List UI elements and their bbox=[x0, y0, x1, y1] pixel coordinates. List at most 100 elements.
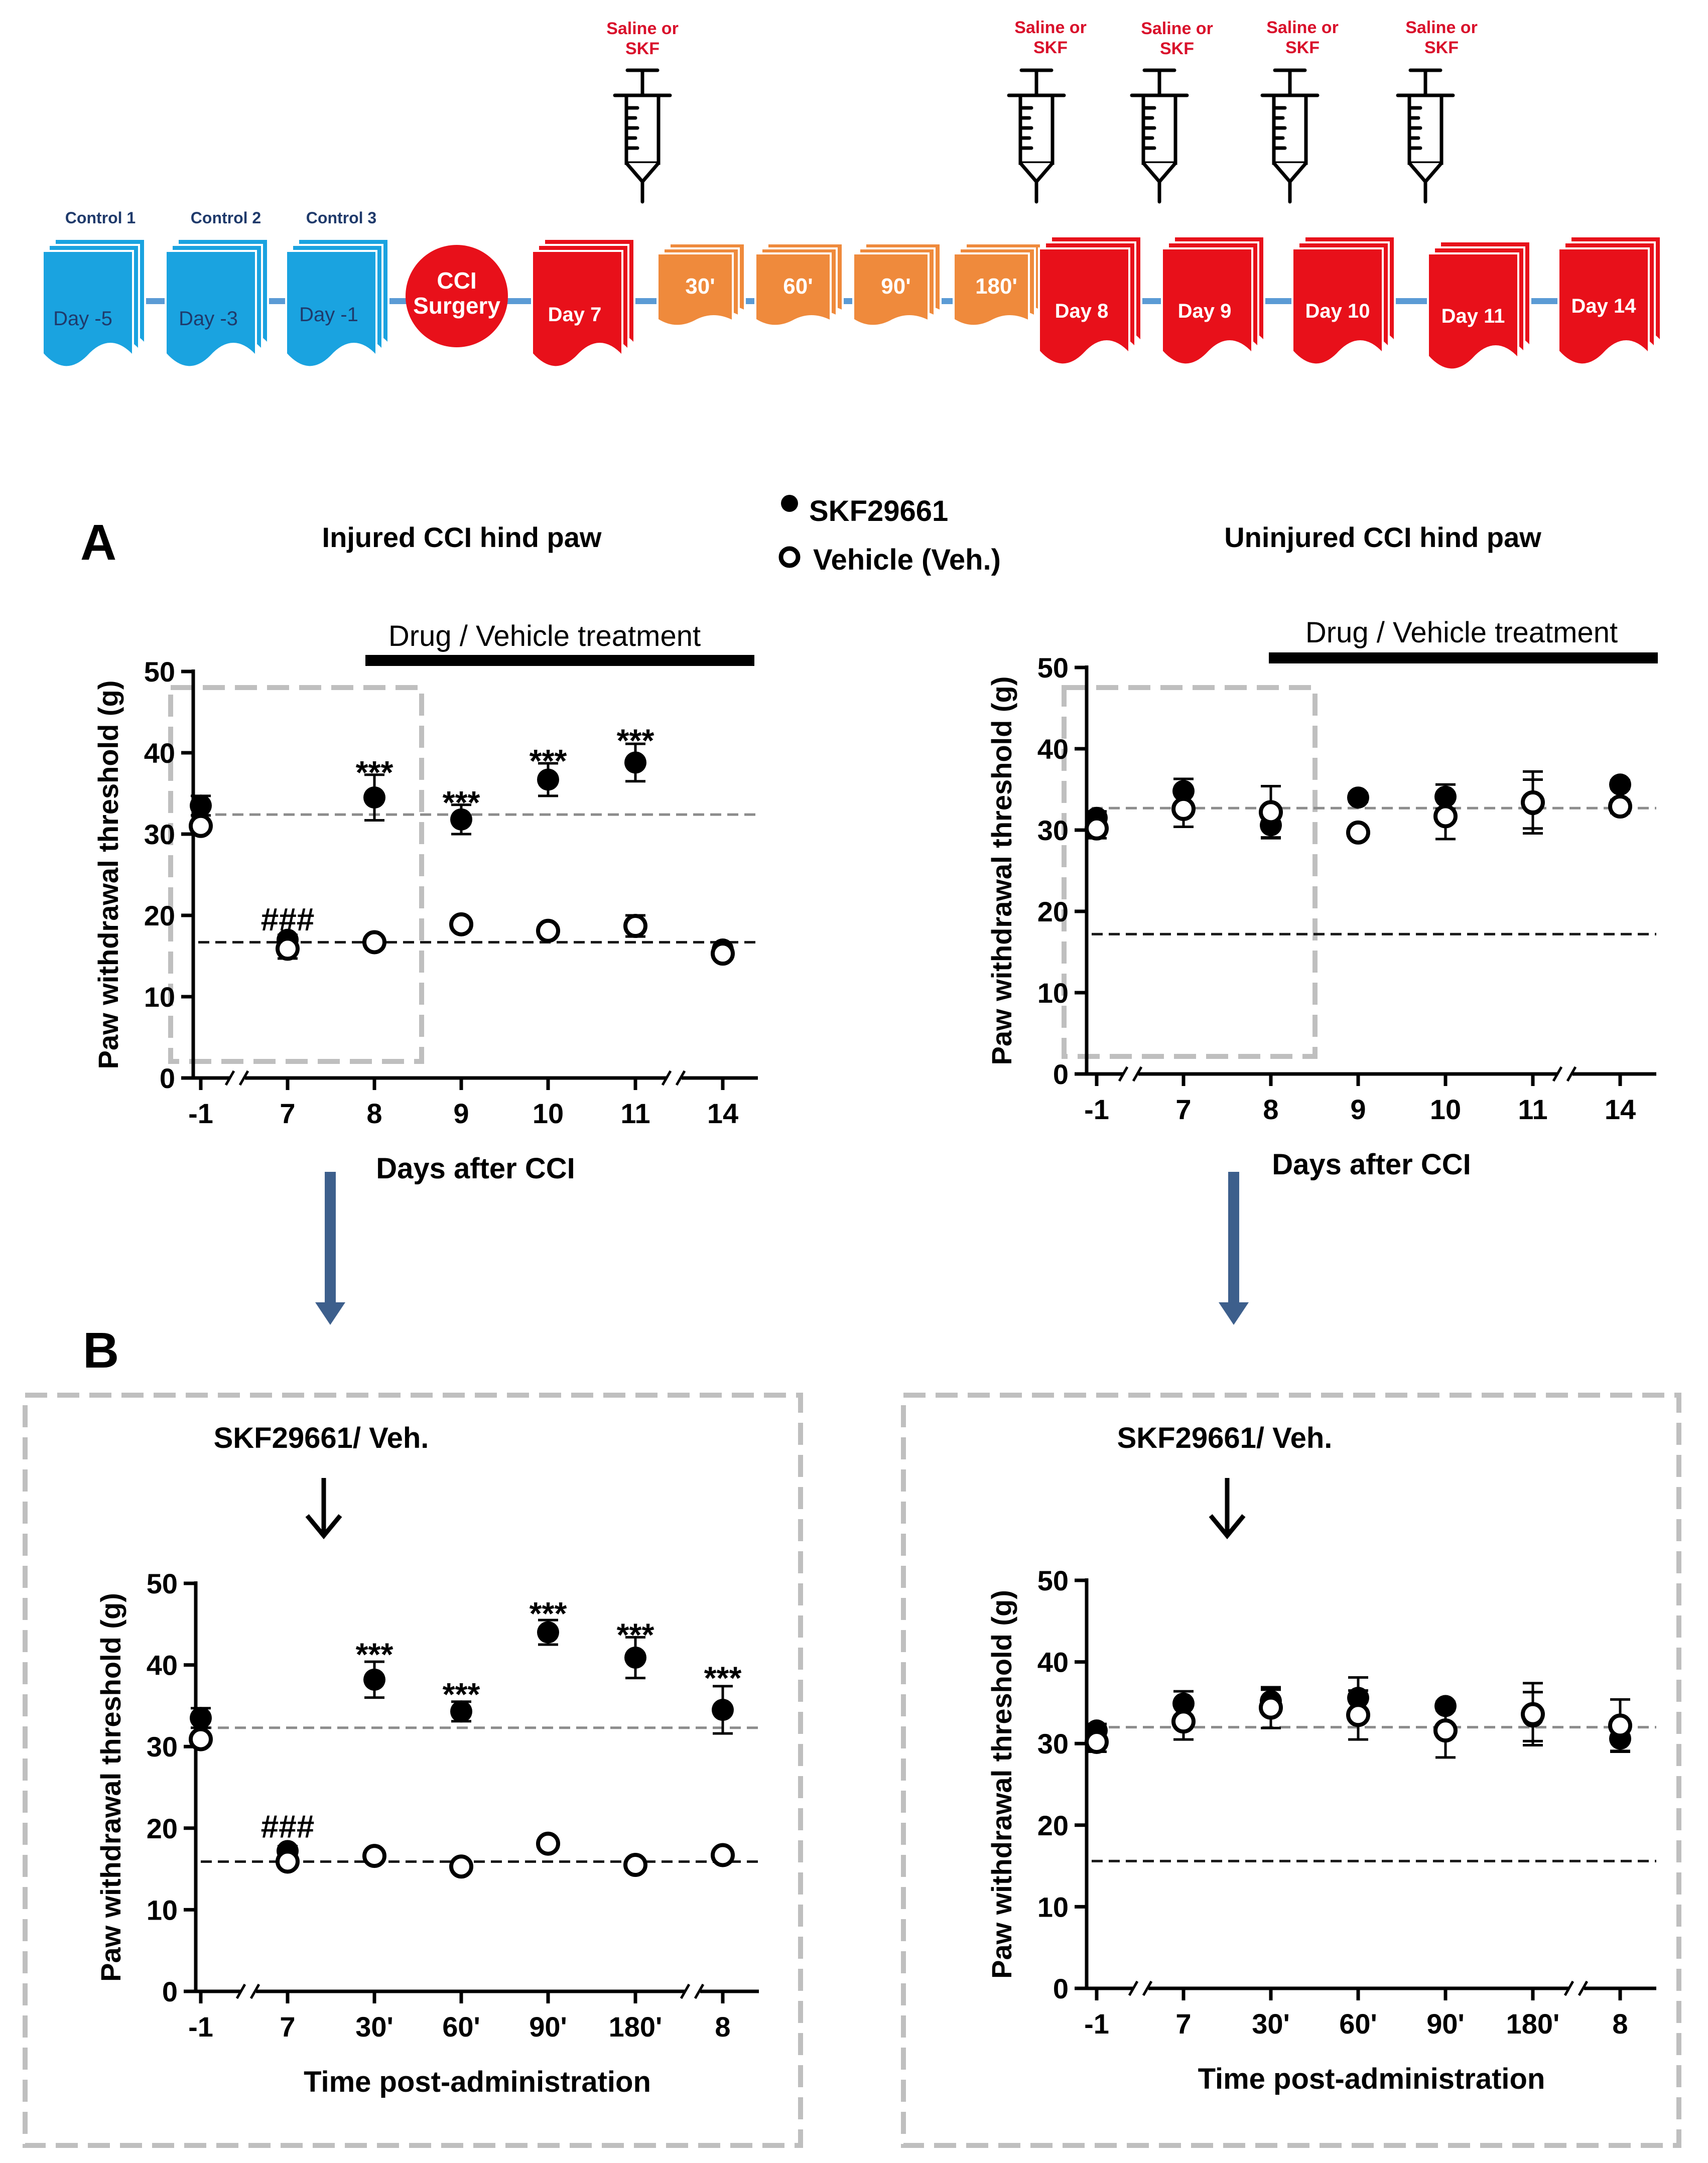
axis-break-mark bbox=[1142, 1980, 1153, 1996]
axis-break-mark bbox=[694, 1983, 705, 1999]
frame-b-injured bbox=[23, 1393, 803, 2148]
vehicle-point bbox=[449, 1854, 473, 1879]
x-tick-label: 7 bbox=[1175, 2008, 1191, 2040]
x-axis-title: Days after CCI bbox=[1272, 1148, 1471, 1181]
y-tick-label: 20 bbox=[144, 900, 175, 931]
control-stack-1: Day -5 Control 1 bbox=[42, 209, 146, 368]
significance-label: *** bbox=[704, 1660, 742, 1696]
inset-label-uninjured: SKF29661/ Veh. bbox=[1117, 1422, 1333, 1454]
x-axis-title: Time post-administration bbox=[1198, 2063, 1545, 2095]
control-title: Control 3 bbox=[306, 209, 376, 227]
vehicle-point bbox=[1085, 1729, 1109, 1754]
skf-point bbox=[1347, 786, 1369, 809]
highlight-box-uninjured bbox=[1062, 685, 1318, 1059]
significance-label: ### bbox=[261, 1809, 315, 1845]
timepoint-box-90: 90' bbox=[852, 242, 942, 327]
x-tick-label: 14 bbox=[1605, 1094, 1636, 1125]
injection-text: SKF bbox=[1160, 39, 1194, 58]
axis-break-mark bbox=[1118, 1066, 1129, 1082]
skf-point bbox=[537, 768, 559, 791]
highlight-box-injured bbox=[168, 685, 424, 1064]
axis-break-mark bbox=[1128, 1980, 1139, 1996]
significance-label: *** bbox=[530, 743, 567, 779]
skf-point bbox=[1172, 780, 1195, 802]
significance-label: *** bbox=[530, 1595, 567, 1632]
chart-injured-days: 0 10 20 30 40 50 Paw withdrawal threshold (g) -… bbox=[92, 656, 758, 1185]
y-tick-label: 40 bbox=[1037, 733, 1069, 765]
panel-label-a: A bbox=[80, 514, 116, 571]
day-label: Day 10 bbox=[1305, 300, 1370, 322]
surgery-line-1: CCI bbox=[437, 267, 476, 294]
injection-text: SKF bbox=[1424, 38, 1459, 57]
control-day-label: Day -3 bbox=[179, 308, 238, 330]
arrow-down-icon bbox=[315, 1172, 345, 1325]
x-tick-label: 8 bbox=[715, 2011, 730, 2043]
x-tick-label: 7 bbox=[280, 1098, 295, 1129]
axis-break-mark bbox=[1566, 1066, 1577, 1082]
syringe-icon bbox=[1398, 70, 1453, 202]
y-tick-label: 10 bbox=[144, 981, 175, 1013]
admin-arrow-icon bbox=[305, 1478, 342, 1540]
chart-uninjured-timecourse: 0 10 20 30 40 50 Paw withdrawal threshold (g) -… bbox=[986, 1565, 1656, 2095]
vehicle-point bbox=[1521, 1702, 1545, 1726]
x-axis-title: Days after CCI bbox=[376, 1152, 575, 1185]
y-tick-label: 0 bbox=[162, 1976, 178, 2007]
injection-text: SKF bbox=[625, 39, 660, 58]
vehicle-point bbox=[276, 936, 300, 961]
injection-9: Saline or SKF bbox=[1132, 19, 1213, 202]
axis-break-mark bbox=[661, 1070, 672, 1086]
significance-label: *** bbox=[617, 1616, 654, 1653]
x-tick-label: 7 bbox=[1175, 1094, 1191, 1125]
y-tick-label: 10 bbox=[1037, 1891, 1069, 1923]
x-tick-label: 30' bbox=[1252, 2008, 1290, 2040]
timepoint-label: 180' bbox=[975, 274, 1017, 299]
arrow-down-icon bbox=[1219, 1172, 1249, 1325]
y-tick-label: 30 bbox=[144, 819, 175, 850]
y-tick-label: 30 bbox=[1037, 1728, 1069, 1760]
vehicle-point bbox=[1085, 816, 1109, 841]
y-tick-label: 10 bbox=[147, 1894, 178, 1926]
x-tick-label: 8 bbox=[366, 1098, 382, 1129]
x-tick-label: 14 bbox=[707, 1098, 738, 1129]
y-tick-label: 40 bbox=[144, 737, 175, 769]
vehicle-point bbox=[1608, 1713, 1632, 1738]
y-axis-title: Paw withdrawal threshold (g) bbox=[95, 1593, 126, 1982]
injection-text: Saline or bbox=[606, 19, 679, 38]
chart-injured-timecourse: 0 10 20 30 40 50 Paw withdrawal threshold (g) -… bbox=[95, 1568, 759, 2098]
significance-label: *** bbox=[617, 723, 654, 759]
significance-label: *** bbox=[356, 1636, 393, 1672]
y-tick-label: 50 bbox=[1037, 652, 1069, 684]
legend-open-marker bbox=[778, 546, 801, 568]
injection-text: Saline or bbox=[1266, 18, 1339, 37]
legend-filled-label: SKF29661 bbox=[809, 495, 948, 527]
y-axis-title: Paw withdrawal threshold (g) bbox=[92, 681, 124, 1069]
significance-label: *** bbox=[443, 784, 480, 821]
y-axis-title: Paw withdrawal threshold (g) bbox=[986, 677, 1017, 1065]
y-axis-title: Paw withdrawal threshold (g) bbox=[986, 1590, 1017, 1979]
vehicle-point bbox=[536, 1831, 560, 1856]
vehicle-point bbox=[623, 1852, 647, 1877]
x-tick-label: 90' bbox=[1426, 2008, 1465, 2040]
significance-label: *** bbox=[443, 1676, 480, 1712]
legend: SKF29661 Vehicle (Veh.) bbox=[778, 495, 1001, 576]
vehicle-point bbox=[1346, 1703, 1370, 1727]
syringe-icon bbox=[1132, 70, 1187, 202]
y-tick-label: 50 bbox=[147, 1568, 178, 1599]
vehicle-point bbox=[1259, 1695, 1283, 1720]
axis-break-mark bbox=[680, 1983, 691, 1999]
vehicle-point bbox=[362, 1844, 386, 1868]
skf-point bbox=[363, 786, 385, 809]
x-tick-label: 30' bbox=[355, 2011, 393, 2043]
vehicle-point bbox=[711, 941, 735, 966]
control-stack-2: Day -3 Control 2 bbox=[165, 209, 269, 368]
skf-point bbox=[537, 1621, 559, 1644]
skf-point bbox=[190, 794, 212, 817]
timepoint-box-30: 30' bbox=[656, 242, 746, 327]
y-tick-label: 20 bbox=[1037, 1810, 1069, 1841]
axis-break-mark bbox=[249, 1983, 260, 1999]
skf-point bbox=[1172, 1692, 1195, 1715]
skf-point bbox=[450, 808, 472, 831]
x-tick-label: 9 bbox=[453, 1098, 469, 1129]
y-tick-label: 0 bbox=[1053, 1973, 1069, 2004]
